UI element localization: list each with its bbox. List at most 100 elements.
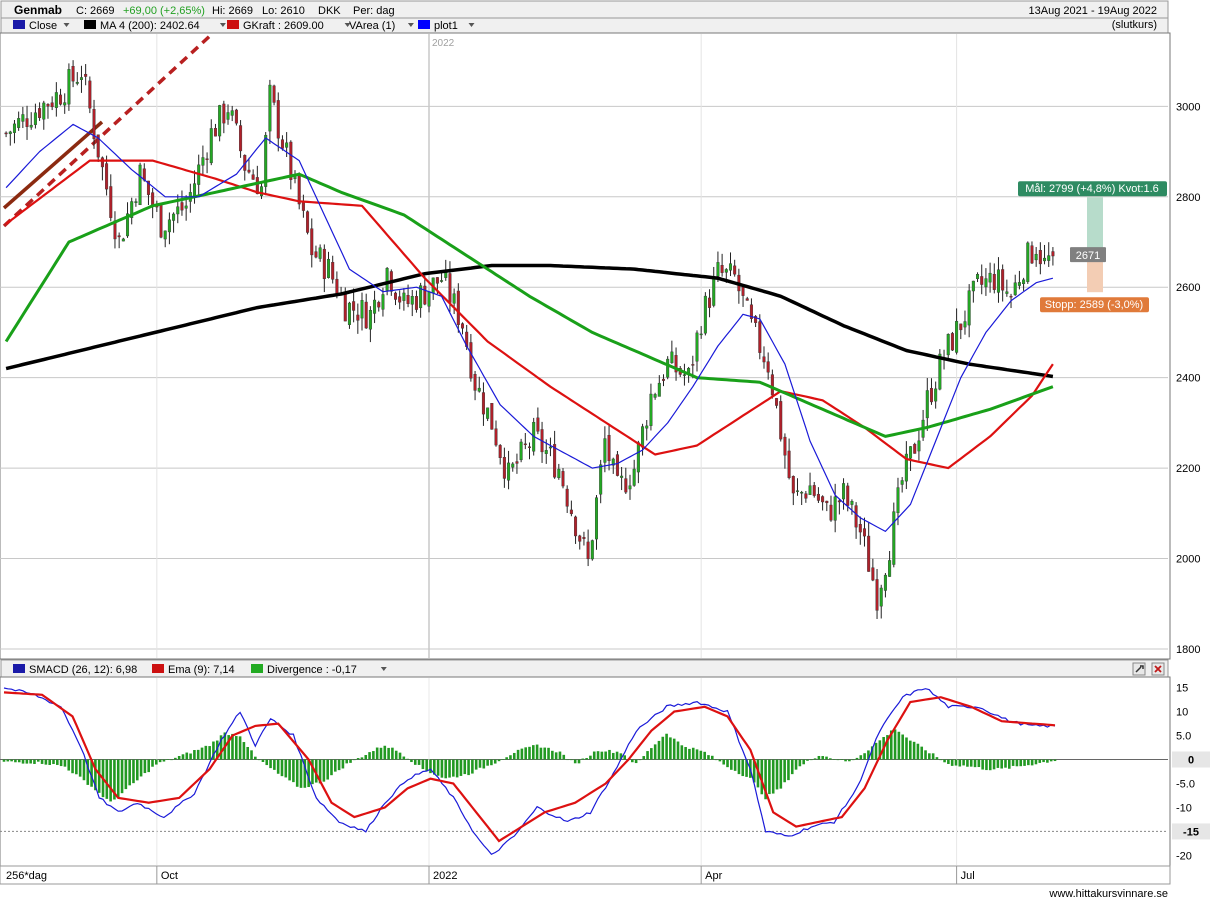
candle-body bbox=[230, 110, 234, 116]
divergence-bar bbox=[341, 759, 345, 769]
divergence-bar bbox=[661, 736, 665, 760]
divergence-bar bbox=[82, 759, 86, 781]
divergence-bar bbox=[482, 759, 486, 769]
divergence-bar bbox=[817, 755, 821, 760]
candle-body bbox=[343, 293, 347, 322]
divergence-bar bbox=[1053, 759, 1057, 762]
candle-body bbox=[670, 351, 674, 364]
candle-body bbox=[561, 471, 565, 487]
candle-body bbox=[511, 463, 515, 468]
divergence-bar bbox=[311, 759, 314, 785]
candle-body bbox=[360, 300, 364, 319]
smacd-line bbox=[3, 687, 1056, 856]
y-tick-label: 3000 bbox=[1176, 101, 1200, 113]
divergence-bar bbox=[889, 730, 893, 760]
candle-body bbox=[515, 461, 519, 464]
candle-body bbox=[1051, 251, 1055, 257]
chevron-down-icon bbox=[468, 23, 475, 27]
candle-body bbox=[888, 560, 892, 577]
legend-label: Ema (9): 7,14 bbox=[168, 664, 235, 676]
candle-body bbox=[306, 211, 310, 233]
divergence-bar bbox=[783, 759, 786, 783]
divergence-bar bbox=[905, 737, 908, 760]
divergence-bar bbox=[908, 740, 912, 760]
wrench-icon[interactable] bbox=[1132, 662, 1146, 676]
divergence-bar bbox=[177, 755, 181, 760]
divergence-bar bbox=[21, 759, 25, 764]
divergence-bar bbox=[646, 751, 649, 760]
divergence-bar bbox=[440, 759, 444, 778]
divergence-bar bbox=[825, 756, 828, 760]
price-mode: (slutkurs) bbox=[1112, 19, 1157, 31]
divergence-bar bbox=[1030, 759, 1034, 766]
candle-body bbox=[477, 387, 481, 392]
divergence-bar bbox=[227, 735, 230, 760]
divergence-bar bbox=[851, 759, 855, 761]
divergence-bar bbox=[170, 759, 173, 761]
divergence-bar bbox=[448, 759, 451, 778]
divergence-bar bbox=[840, 759, 844, 760]
divergence-bar bbox=[459, 759, 463, 776]
divergence-bar bbox=[269, 759, 272, 769]
divergence-bar bbox=[1027, 759, 1030, 766]
candle-body bbox=[636, 442, 640, 473]
candle-body bbox=[63, 102, 67, 106]
candle-body bbox=[469, 342, 473, 379]
divergence-bar bbox=[349, 759, 352, 763]
divergence-bar bbox=[353, 759, 356, 761]
candle-body bbox=[276, 100, 280, 139]
y-tick-highlight bbox=[1172, 751, 1210, 768]
candle-body bbox=[628, 485, 632, 490]
candle-body bbox=[523, 443, 527, 446]
candle-body bbox=[159, 203, 163, 238]
divergence-bar bbox=[181, 754, 185, 760]
divergence-bar bbox=[726, 759, 729, 768]
candle-body bbox=[837, 500, 841, 503]
candle-body bbox=[507, 462, 511, 481]
divergence-bar bbox=[1015, 759, 1019, 767]
divergence-bar bbox=[714, 759, 718, 761]
divergence-bar bbox=[509, 755, 512, 760]
candle-body bbox=[791, 476, 795, 494]
divergence-bar bbox=[924, 750, 927, 760]
candle-body bbox=[456, 290, 460, 325]
candle-body bbox=[46, 104, 50, 107]
candle-body bbox=[423, 285, 427, 305]
candle-body bbox=[913, 443, 917, 454]
candle-body bbox=[21, 114, 25, 122]
legend-label: Close bbox=[29, 20, 57, 32]
divergence-bar bbox=[829, 758, 832, 760]
change-text: +69,00 (+2,65%) bbox=[123, 5, 205, 17]
candle-body bbox=[996, 269, 1000, 293]
candle-body bbox=[553, 444, 557, 478]
divergence-bar bbox=[604, 751, 607, 760]
divergence-bar bbox=[94, 759, 97, 791]
close-icon[interactable] bbox=[1151, 662, 1165, 676]
divergence-bar bbox=[977, 759, 981, 768]
candle-body bbox=[749, 304, 753, 319]
divergence-bar bbox=[139, 759, 143, 777]
candle-body bbox=[875, 579, 879, 611]
candle-body bbox=[728, 263, 732, 271]
candle-body bbox=[1047, 255, 1051, 261]
candle-body bbox=[247, 169, 251, 173]
divergence-bar bbox=[193, 750, 196, 760]
divergence-bar bbox=[151, 759, 154, 767]
y-tick-label: 15 bbox=[1176, 683, 1188, 695]
candle-body bbox=[260, 186, 264, 197]
candle-body bbox=[762, 356, 766, 363]
divergence-bar bbox=[730, 759, 733, 770]
divergence-bar bbox=[954, 759, 958, 766]
divergence-bar bbox=[768, 759, 771, 795]
candle-body bbox=[17, 118, 21, 128]
divergence-bar bbox=[680, 745, 684, 760]
legend-swatch bbox=[418, 20, 430, 29]
divergence-bar bbox=[638, 759, 642, 761]
candle-body bbox=[427, 291, 431, 307]
candle-body bbox=[327, 258, 331, 278]
x-axis-bar bbox=[0, 865, 1171, 885]
legend-swatch bbox=[227, 20, 239, 29]
candle-body bbox=[42, 102, 46, 120]
divergence-bar bbox=[254, 756, 257, 760]
candle-body bbox=[92, 109, 96, 140]
